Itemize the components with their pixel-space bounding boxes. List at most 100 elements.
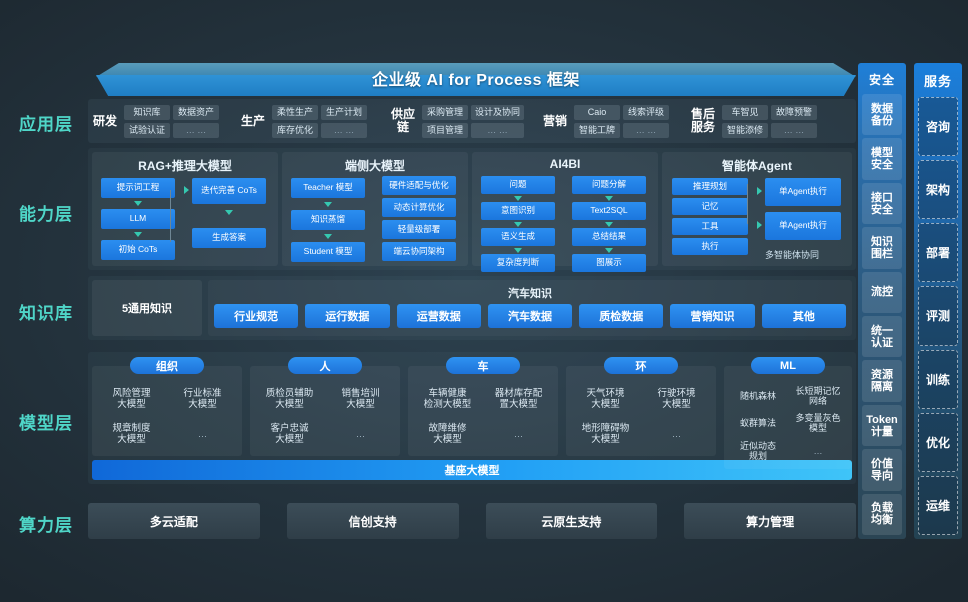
app-tile[interactable]: … … (471, 122, 525, 138)
model-item[interactable]: 器材库存配 置大模型 (494, 388, 543, 410)
service-item[interactable]: 运维 (918, 475, 958, 535)
capability-chip[interactable]: 硬件适配与优化 (382, 176, 456, 195)
security-item[interactable]: Token 计量 (862, 404, 902, 447)
capability-chip[interactable]: 初始 CoTs (101, 240, 175, 260)
app-tile[interactable]: 生产计划 (321, 104, 367, 120)
service-item[interactable]: 架构 (918, 160, 958, 220)
capability-chip[interactable]: Teacher 模型 (291, 178, 365, 198)
model-item[interactable]: 行驶环境 大模型 (657, 388, 696, 410)
model-group-pill[interactable]: 人 (288, 357, 362, 374)
security-item[interactable]: 接口 安全 (862, 182, 902, 225)
model-item[interactable]: 规章制度 大模型 (112, 423, 151, 445)
model-item[interactable]: 蚁群算法 (739, 418, 776, 429)
knowledge-chip[interactable]: 行业规范 (214, 304, 299, 328)
compute-item[interactable]: 信创支持 (286, 503, 459, 539)
app-tile[interactable]: 故障预警 (771, 104, 817, 120)
model-item[interactable]: 风险管理 大模型 (112, 388, 151, 410)
app-tile[interactable]: 车智见 (722, 104, 768, 120)
model-item[interactable]: 多变量灰色 模型 (795, 413, 841, 434)
capability-chip[interactable]: 意图识别 (481, 202, 555, 220)
model-item[interactable]: 行业标准 大模型 (183, 388, 222, 410)
service-item[interactable]: 评测 (918, 286, 958, 346)
model-item[interactable]: 地形障碍物 大模型 (581, 423, 630, 445)
capability-chip[interactable]: 工具 (672, 218, 748, 235)
app-tile[interactable]: … … (321, 122, 367, 138)
model-item[interactable]: 近似动态 规划 (739, 440, 776, 461)
compute-item[interactable]: 云原生支持 (485, 503, 658, 539)
app-tile[interactable]: 项目管理 (422, 122, 468, 138)
capability-chip[interactable]: LLM (101, 209, 175, 229)
service-item[interactable]: 训练 (918, 349, 958, 409)
security-item[interactable]: 知识 围栏 (862, 227, 902, 269)
knowledge-chip[interactable]: 运营数据 (396, 304, 481, 328)
service-item[interactable]: 咨询 (918, 97, 958, 157)
model-item[interactable]: … (671, 428, 682, 440)
app-tile[interactable]: 知识库 (124, 104, 170, 120)
security-item[interactable]: 流控 (862, 271, 902, 314)
app-tile[interactable]: 线索评级 (623, 104, 669, 120)
capability-chip[interactable]: 总结结果 (572, 228, 646, 246)
model-group-pill[interactable]: ML (751, 357, 825, 374)
app-tile[interactable]: 试验认证 (124, 122, 170, 138)
app-tile[interactable]: 设计及协同 (471, 104, 525, 120)
capability-chip[interactable]: 问题分解 (572, 176, 646, 194)
model-group-pill[interactable]: 车 (446, 357, 520, 374)
model-item[interactable]: … (197, 428, 208, 440)
model-item[interactable]: … (813, 445, 823, 456)
capability-chip[interactable]: 记忆 (672, 198, 748, 215)
security-item[interactable]: 统一 认证 (862, 316, 902, 358)
model-group-pill[interactable]: 环 (604, 357, 678, 374)
capability-chip[interactable]: 推理规划 (672, 178, 748, 195)
knowledge-chip[interactable]: 运行数据 (305, 304, 390, 328)
security-item[interactable]: 负载 均衡 (862, 493, 902, 536)
model-item[interactable]: 故障维修 大模型 (428, 423, 467, 445)
compute-item[interactable]: 算力管理 (684, 503, 856, 539)
security-item[interactable]: 数据 备份 (862, 94, 902, 136)
app-tile[interactable]: … … (623, 122, 669, 138)
capability-chip[interactable]: 提示词工程 (101, 178, 175, 198)
capability-chip[interactable]: 端云协同架构 (382, 242, 456, 261)
model-item[interactable]: 客户忠诚 大模型 (270, 423, 309, 445)
security-item[interactable]: 价值 导向 (862, 449, 902, 491)
app-tile[interactable]: 智能工牌 (574, 122, 620, 138)
knowledge-chip[interactable]: 质检数据 (579, 304, 664, 328)
capability-chip[interactable]: 问题 (481, 176, 555, 194)
model-item[interactable]: 车辆健康 检测大模型 (423, 388, 472, 410)
app-tile[interactable]: 智能添修 (722, 122, 768, 138)
capability-chip[interactable]: 执行 (672, 238, 748, 255)
model-item[interactable]: … (355, 428, 366, 440)
capability-chip[interactable]: 语义生成 (481, 228, 555, 246)
model-item[interactable]: 长短期记忆 网络 (795, 385, 841, 406)
service-item[interactable]: 部署 (918, 223, 958, 283)
capability-chip[interactable]: 单Agent执行 (765, 212, 841, 240)
app-tile[interactable]: … … (771, 122, 817, 138)
app-tile[interactable]: 库存优化 (272, 122, 318, 138)
capability-chip[interactable]: 生成答案 (192, 228, 266, 248)
knowledge-chip[interactable]: 其他 (761, 304, 846, 328)
service-item[interactable]: 优化 (918, 412, 958, 472)
compute-item[interactable]: 多云适配 (88, 503, 260, 539)
model-item[interactable]: 随机森林 (739, 390, 776, 401)
app-tile[interactable]: 柔性生产 (272, 104, 318, 120)
app-tile[interactable]: … … (173, 122, 219, 138)
capability-chip[interactable]: 轻量级部署 (382, 220, 456, 239)
app-tile[interactable]: 数据资产 (173, 104, 219, 120)
model-group-pill[interactable]: 组织 (130, 357, 204, 374)
capability-chip[interactable]: 知识蒸馏 (291, 210, 365, 230)
model-item[interactable]: 天气环境 大模型 (586, 388, 625, 410)
capability-chip[interactable]: 单Agent执行 (765, 178, 841, 206)
model-item[interactable]: 销售培训 大模型 (341, 388, 380, 410)
model-item[interactable]: … (513, 428, 524, 440)
capability-chip[interactable]: 迭代完善 CoTs (192, 178, 266, 204)
app-tile[interactable]: 采购管理 (422, 104, 468, 120)
capability-chip[interactable]: 动态计算优化 (382, 198, 456, 217)
security-item[interactable]: 资源 隔离 (862, 360, 902, 402)
capability-chip[interactable]: 图展示 (572, 254, 646, 272)
capability-chip[interactable]: 复杂度判断 (481, 254, 555, 272)
capability-chip[interactable]: Text2SQL (572, 202, 646, 220)
knowledge-chip[interactable]: 汽车数据 (487, 304, 573, 328)
app-tile[interactable]: Caio (574, 104, 620, 120)
capability-chip[interactable]: Student 模型 (291, 242, 365, 262)
model-item[interactable]: 质检员辅助 大模型 (265, 388, 314, 410)
knowledge-chip[interactable]: 营销知识 (670, 304, 755, 328)
